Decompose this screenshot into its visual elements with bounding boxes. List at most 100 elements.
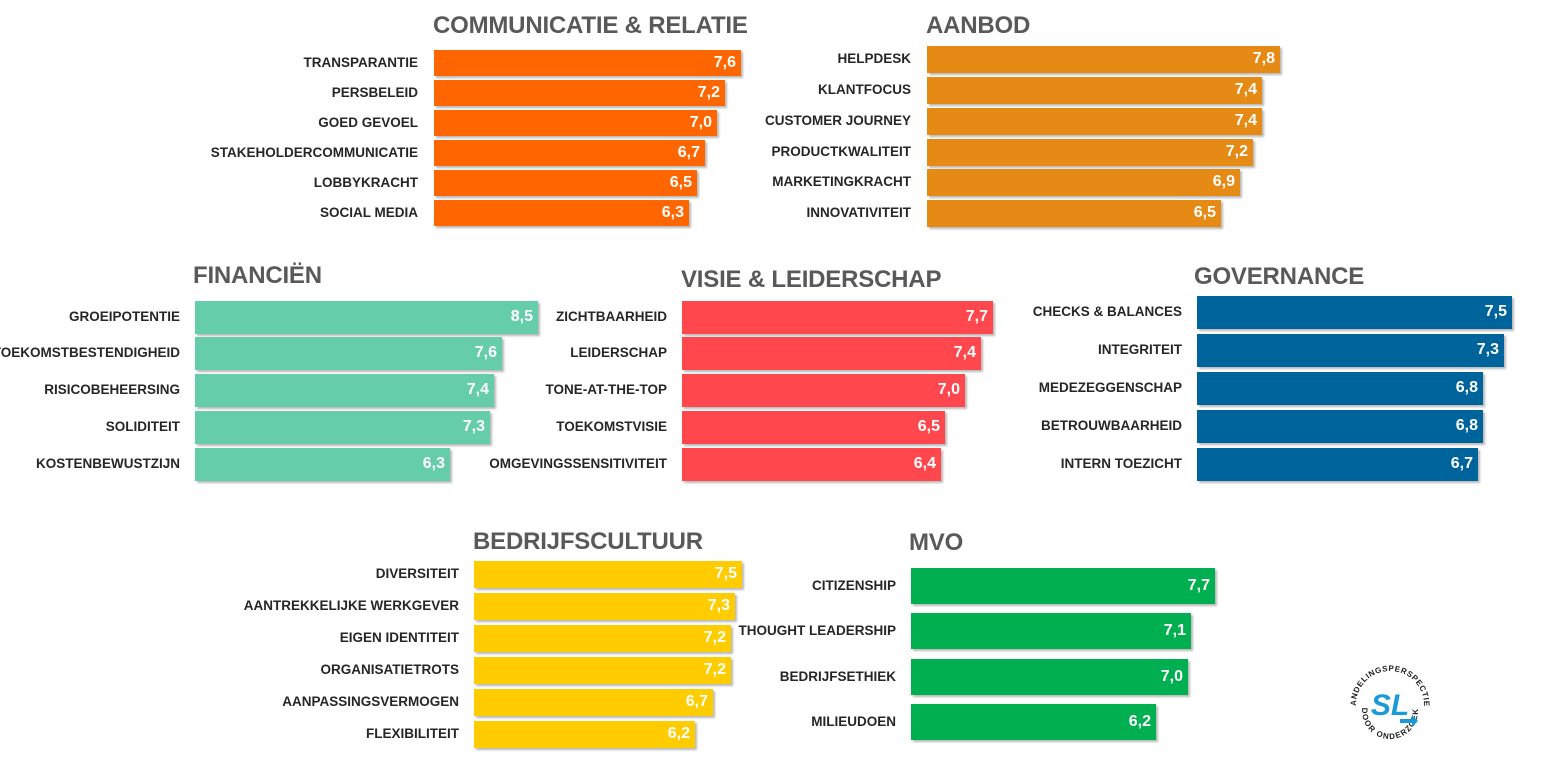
- value-label: 7,4: [1234, 112, 1257, 129]
- value-label: 7,2: [703, 629, 726, 646]
- value-label: 6,3: [422, 455, 445, 472]
- value-label: 7,3: [462, 418, 485, 435]
- value-label: 7,2: [703, 661, 726, 678]
- bar: [474, 560, 742, 588]
- bar: [1197, 447, 1478, 481]
- bar: [911, 613, 1191, 649]
- category-label: STAKEHOLDERCOMMUNICATIE: [210, 145, 418, 160]
- category-label: TONE-AT-THE-TOP: [545, 382, 668, 397]
- bar: [1197, 371, 1483, 405]
- value-label: 7,7: [965, 308, 988, 325]
- category-label: KOSTENBEWUSTZIJN: [35, 456, 180, 471]
- bar: [927, 199, 1221, 227]
- value-label: 6,9: [1212, 173, 1235, 190]
- value-label: 6,3: [661, 204, 684, 221]
- category-label: CITIZENSHIP: [811, 578, 896, 593]
- bar: [474, 656, 731, 684]
- bar: [927, 168, 1240, 196]
- bar: [434, 170, 697, 196]
- bar: [682, 410, 945, 444]
- value-label: 6,7: [1450, 455, 1473, 472]
- bar: [195, 336, 502, 370]
- category-label: INTEGRITEIT: [1098, 342, 1182, 357]
- value-label: 7,0: [1160, 668, 1183, 685]
- category-label: ORGANISATIETROTS: [320, 662, 459, 677]
- category-label: GROEIPOTENTIE: [68, 309, 180, 324]
- category-label: CUSTOMER JOURNEY: [764, 113, 911, 128]
- value-label: 7,3: [1476, 341, 1499, 358]
- category-label: TOEKOMSTVISIE: [556, 419, 667, 434]
- value-label: 7,4: [953, 344, 976, 361]
- category-label: DIVERSITEIT: [375, 566, 459, 581]
- bar: [434, 50, 741, 76]
- category-label: INNOVATIVITEIT: [806, 205, 912, 220]
- bar: [434, 200, 689, 226]
- value-label: 6,7: [677, 144, 700, 161]
- category-label: LEIDERSCHAP: [570, 345, 667, 360]
- value-label: 7,5: [714, 565, 737, 582]
- bar: [927, 76, 1262, 104]
- category-label: SOLIDITEIT: [105, 419, 180, 434]
- category-label: MILIEUDOEN: [811, 714, 896, 729]
- logo: HANDELINGSPERSPECTIEF DOOR ONDERZOEK SL: [1339, 648, 1438, 751]
- value-label: 6,5: [917, 418, 940, 435]
- category-label: LOBBYKRACHT: [313, 175, 418, 190]
- value-label: 6,5: [669, 174, 692, 191]
- category-label: SOCIAL MEDIA: [319, 205, 418, 220]
- bar: [474, 592, 735, 620]
- category-label: ZICHTBAARHEID: [556, 309, 667, 324]
- bar: [682, 336, 981, 370]
- category-label: HELPDESK: [837, 51, 911, 66]
- bar: [195, 447, 450, 481]
- value-label: 7,3: [707, 597, 730, 614]
- value-label: 7,4: [1234, 81, 1257, 98]
- bar: [1197, 409, 1483, 443]
- category-label: KLANTFOCUS: [818, 82, 911, 97]
- category-label: AANPASSINGSVERMOGEN: [282, 694, 459, 709]
- svg-text:SL: SL: [1371, 689, 1409, 722]
- bar: [474, 720, 695, 748]
- category-label: EIGEN IDENTITEIT: [339, 630, 459, 645]
- value-label: 8,5: [510, 308, 533, 325]
- chart-title: GOVERNANCE: [1194, 263, 1365, 290]
- category-label: MARKETINGKRACHT: [772, 174, 911, 189]
- bar: [474, 624, 731, 652]
- value-label: 7,8: [1252, 50, 1275, 67]
- value-label: 7,4: [466, 381, 489, 398]
- chart-title: COMMUNICATIE & RELATIE: [433, 12, 748, 39]
- bar: [927, 45, 1280, 73]
- value-label: 7,0: [937, 381, 960, 398]
- value-label: 7,1: [1163, 622, 1186, 639]
- bar: [474, 688, 713, 716]
- bar: [195, 373, 494, 407]
- bar: [927, 138, 1253, 166]
- value-label: 7,7: [1187, 577, 1210, 594]
- category-label: THOUGHT LEADERSHIP: [738, 623, 896, 638]
- category-label: GOED GEVOEL: [318, 115, 418, 130]
- value-label: 6,5: [1193, 204, 1216, 221]
- bar: [682, 447, 941, 481]
- bar: [1197, 333, 1504, 367]
- category-label: BEDRIJFSETHIEK: [779, 669, 896, 684]
- category-label: CHECKS & BALANCES: [1032, 304, 1182, 319]
- bar: [682, 373, 965, 407]
- chart-title: AANBOD: [926, 12, 1031, 39]
- chart-title: MVO: [909, 529, 964, 556]
- bar: [195, 410, 490, 444]
- bar: [911, 568, 1215, 604]
- category-label: TRANSPARANTIE: [303, 55, 419, 70]
- chart-title: FINANCIËN: [193, 262, 322, 289]
- value-label: 6,8: [1455, 417, 1478, 434]
- bar: [195, 300, 538, 334]
- value-label: 7,5: [1484, 303, 1507, 320]
- value-label: 7,0: [689, 114, 712, 131]
- category-label: RISICOBEHEERSING: [44, 382, 180, 397]
- category-label: FLEXIBILITEIT: [366, 726, 459, 741]
- value-label: 7,2: [1225, 143, 1248, 160]
- bar: [434, 110, 717, 136]
- category-label: MEDEZEGGENSCHAP: [1038, 380, 1182, 395]
- bar: [927, 107, 1262, 135]
- value-label: 7,6: [713, 54, 736, 71]
- category-label: TOEKOMSTBESTENDIGHEID: [0, 345, 180, 360]
- chart-title: BEDRIJFSCULTUUR: [473, 528, 703, 555]
